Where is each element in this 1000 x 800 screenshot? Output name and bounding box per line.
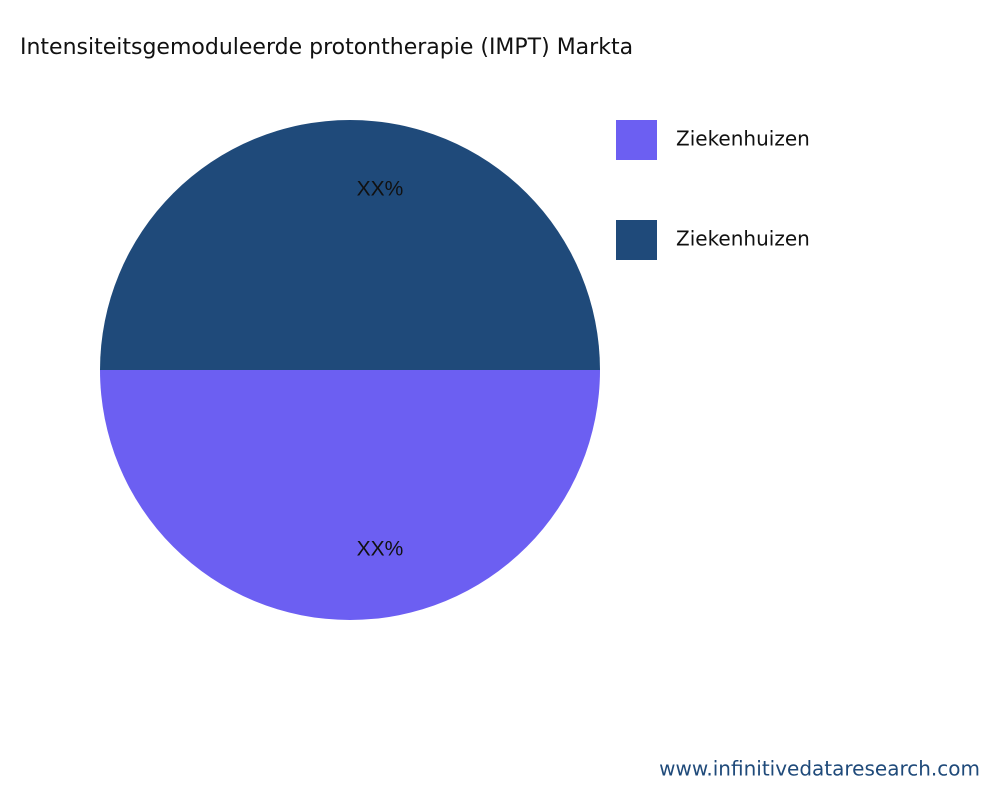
pie-slice bbox=[100, 120, 600, 370]
legend-label: Ziekenhuizen bbox=[676, 227, 810, 251]
legend-swatch bbox=[616, 220, 657, 260]
value-label: XX% bbox=[357, 178, 404, 201]
legend-label: Ziekenhuizen bbox=[676, 127, 810, 151]
pie-slice bbox=[100, 370, 600, 620]
value-label: XX% bbox=[357, 538, 404, 561]
footer: www.infinitivedataresearch.com bbox=[659, 757, 980, 781]
legend-swatch bbox=[616, 120, 657, 160]
chart-title: Intensiteitsgemoduleerde protontherapie … bbox=[20, 35, 633, 60]
